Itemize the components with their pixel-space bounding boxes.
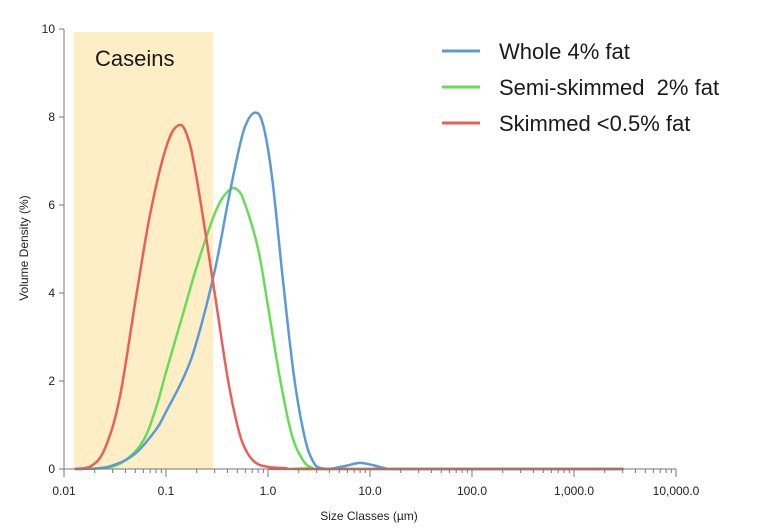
x-tick-label: 1,000.0 [554, 484, 594, 498]
y-axis-title: Volume Density (%) [17, 195, 31, 300]
caseins-label: Caseins [95, 46, 174, 71]
y-tick-label: 10 [42, 22, 56, 36]
legend-label: Whole 4% fat [499, 39, 630, 64]
x-tick-label: 100.0 [457, 484, 487, 498]
x-tick-label: 10,000.0 [653, 484, 700, 498]
x-tick-label: 1.0 [260, 484, 277, 498]
x-tick-label: 10.0 [358, 484, 382, 498]
y-tick-label: 2 [48, 374, 55, 388]
x-axis-title: Size Classes (µm) [320, 509, 418, 523]
y-tick-label: 6 [48, 198, 55, 212]
y-tick-label: 8 [48, 110, 55, 124]
series-line-whole-4-fat [74, 111, 624, 471]
y-tick-label: 0 [48, 462, 55, 476]
series-line-semi-skimmed-2-fat [74, 186, 624, 471]
legend-label: Skimmed <0.5% fat [499, 111, 690, 136]
series-line-skimmed-0-5-fat [74, 123, 624, 471]
x-tick-label: 0.01 [52, 484, 76, 498]
y-tick-label: 4 [48, 286, 55, 300]
x-tick-label: 0.1 [158, 484, 175, 498]
legend-label: Semi-skimmed 2% fat [499, 75, 719, 100]
